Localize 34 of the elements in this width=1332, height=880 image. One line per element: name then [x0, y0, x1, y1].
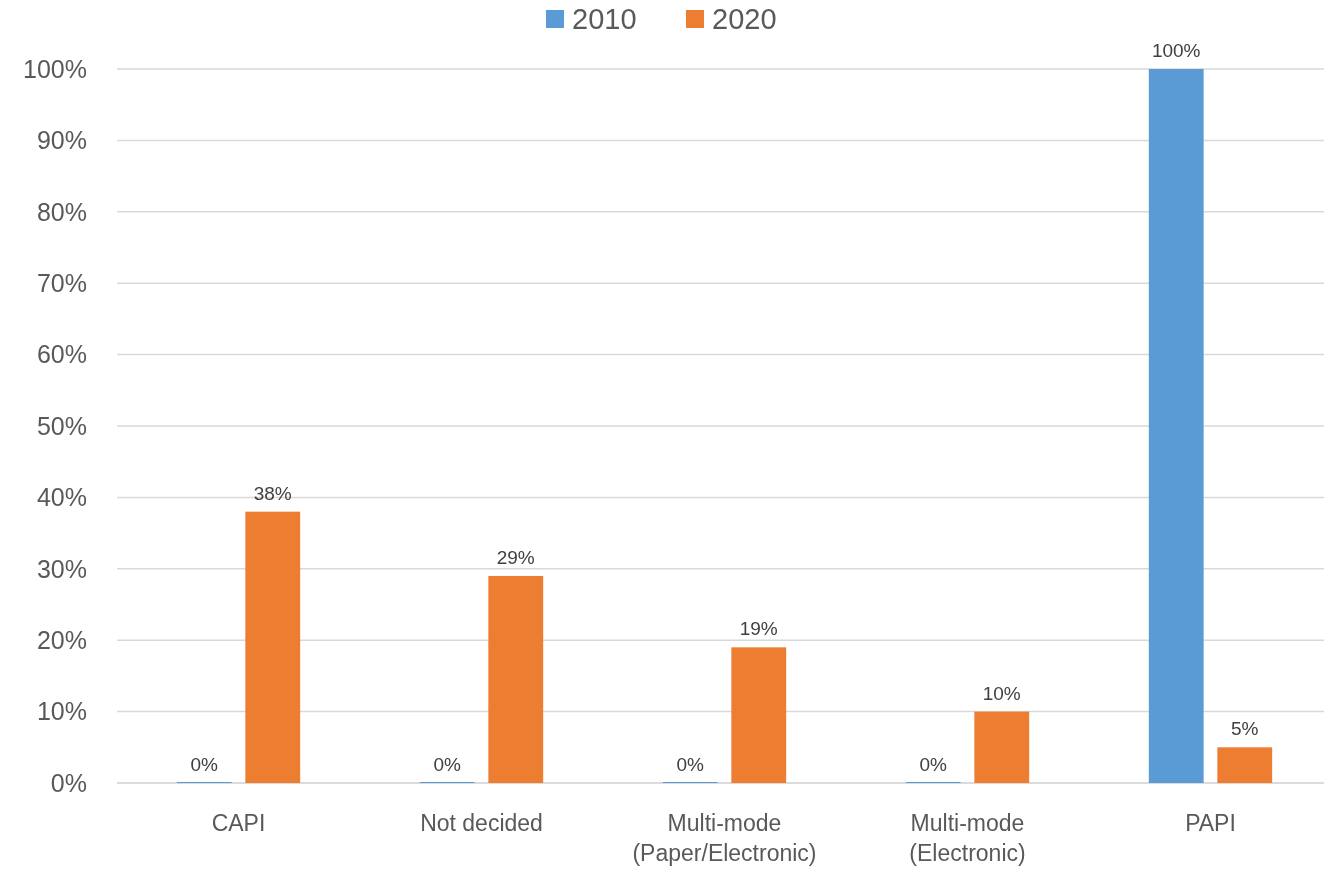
y-tick-label: 0%	[50, 768, 87, 797]
bar	[731, 647, 787, 783]
data-label: 5%	[1231, 718, 1259, 740]
y-tick-label: 60%	[36, 340, 87, 369]
data-label: 19%	[739, 618, 778, 640]
data-label: 0%	[676, 754, 705, 775]
data-label: 0%	[190, 754, 219, 775]
data-label: 100%	[1151, 40, 1201, 61]
y-tick-label: 40%	[36, 483, 87, 512]
y-tick-label: 10%	[36, 697, 87, 726]
y-tick-label: 20%	[36, 625, 87, 654]
legend-label: 2010	[572, 3, 637, 36]
x-tick-label: CAPI	[211, 810, 266, 836]
bar	[1217, 747, 1273, 783]
data-label: 10%	[982, 682, 1021, 704]
y-tick-label: 70%	[36, 268, 87, 297]
bar	[1148, 69, 1204, 783]
y-tick-label: 50%	[36, 411, 87, 440]
y-tick-label: 80%	[36, 197, 87, 226]
data-label: 0%	[433, 754, 462, 775]
y-tick-label: 30%	[36, 554, 87, 583]
bar	[245, 511, 301, 783]
x-tick-label: Multi-mode (Electronic)	[909, 810, 1026, 866]
data-label: 0%	[919, 754, 948, 775]
x-tick-label: PAPI	[1185, 810, 1236, 836]
x-tick-label: Not decided	[420, 810, 543, 836]
data-label: 38%	[253, 482, 292, 504]
data-label: 29%	[496, 546, 535, 568]
x-tick-label: Multi-mode (Paper/Electronic)	[632, 810, 817, 866]
bar	[488, 575, 544, 783]
y-tick-label: 90%	[36, 126, 87, 155]
y-tick-label: 100%	[23, 54, 87, 83]
bar	[974, 711, 1030, 783]
legend-label: 2020	[712, 3, 777, 36]
